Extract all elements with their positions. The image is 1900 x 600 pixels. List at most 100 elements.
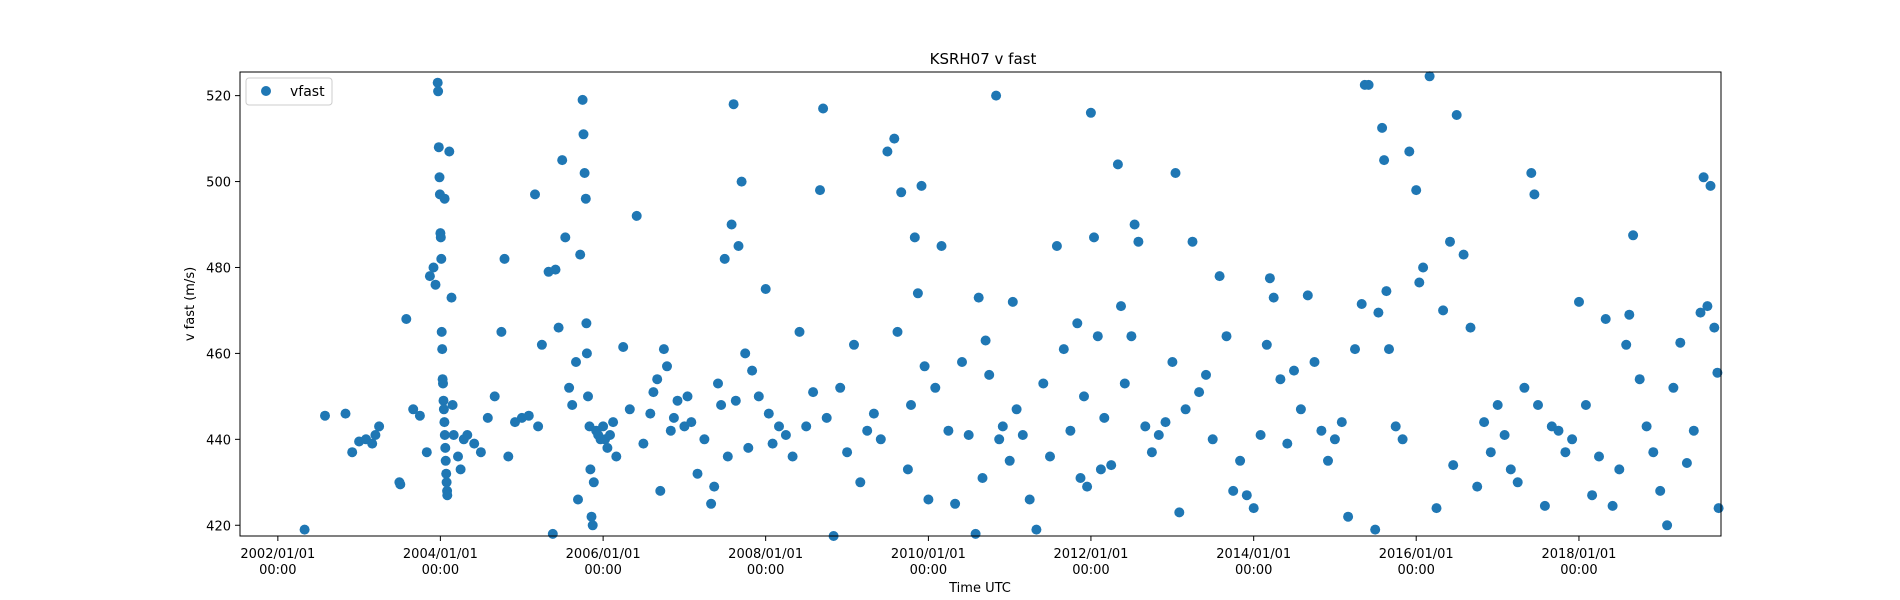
data-point xyxy=(1363,79,1374,90)
data-point xyxy=(550,264,561,275)
x-tick-label: 2008/01/01 xyxy=(728,547,803,562)
data-point xyxy=(441,477,452,488)
data-point xyxy=(1458,249,1469,260)
data-point xyxy=(1235,455,1246,466)
data-point xyxy=(1153,430,1164,440)
data-point xyxy=(1045,451,1055,462)
y-tick-label: 500 xyxy=(206,176,231,191)
data-point xyxy=(706,498,717,509)
legend-marker-vfast xyxy=(261,86,271,96)
data-point xyxy=(713,378,723,389)
data-point xyxy=(583,391,593,402)
data-point xyxy=(395,479,406,490)
data-point xyxy=(794,326,805,337)
data-point xyxy=(440,455,451,466)
data-point xyxy=(753,391,764,402)
data-point xyxy=(1641,421,1652,432)
data-point xyxy=(401,314,412,324)
data-point xyxy=(421,447,432,458)
data-point xyxy=(733,241,744,251)
data-point xyxy=(950,498,961,509)
data-point xyxy=(652,374,663,385)
data-point xyxy=(1092,331,1103,342)
data-point xyxy=(1082,481,1093,492)
data-point xyxy=(1445,236,1455,247)
data-point xyxy=(299,524,310,535)
data-point xyxy=(1095,464,1106,475)
data-point xyxy=(564,382,575,393)
data-point xyxy=(1031,524,1042,535)
data-point xyxy=(728,99,739,110)
data-point xyxy=(875,434,886,445)
legend[interactable]: vfast xyxy=(245,77,333,106)
x-tick-label: 2010/01/01 xyxy=(891,547,966,562)
data-point xyxy=(581,318,592,329)
data-point xyxy=(577,94,588,105)
data-point xyxy=(692,468,703,479)
data-point xyxy=(587,520,598,531)
y-tick-label: 480 xyxy=(206,261,231,276)
data-point xyxy=(760,284,771,294)
data-point xyxy=(1418,262,1429,273)
data-point xyxy=(1485,447,1496,458)
data-point xyxy=(578,129,589,140)
data-point xyxy=(1264,273,1275,284)
data-point xyxy=(808,387,819,398)
data-point xyxy=(503,451,514,462)
data-point xyxy=(740,348,751,359)
data-point xyxy=(482,412,493,423)
data-point xyxy=(682,391,693,402)
data-point xyxy=(686,417,697,428)
data-point xyxy=(1187,236,1198,247)
data-point xyxy=(1140,421,1151,432)
data-point xyxy=(1356,299,1367,309)
data-point xyxy=(638,438,649,449)
data-point xyxy=(1129,219,1140,230)
data-point xyxy=(489,391,500,402)
chart-title: KSRH07 v fast xyxy=(930,50,1037,68)
data-point xyxy=(1472,481,1483,492)
x-tick-label-time: 00:00 xyxy=(747,563,784,578)
data-point xyxy=(970,528,981,539)
data-point xyxy=(618,342,629,352)
data-point xyxy=(608,417,619,428)
data-point xyxy=(1106,460,1117,471)
data-point xyxy=(1146,447,1157,458)
data-point xyxy=(868,408,879,419)
x-tick-label: 2004/01/01 xyxy=(403,547,478,562)
x-tick-label: 2016/01/01 xyxy=(1379,547,1454,562)
data-point xyxy=(1648,447,1659,458)
data-point xyxy=(437,344,448,355)
data-point xyxy=(1414,277,1425,288)
data-point xyxy=(1099,412,1110,423)
y-axis-ticks: 420 440 460 480 500 520 xyxy=(206,90,240,534)
data-point xyxy=(1089,232,1099,243)
data-point xyxy=(736,176,747,187)
data-point xyxy=(801,421,812,432)
data-point xyxy=(936,241,947,251)
data-point xyxy=(1492,400,1503,410)
data-point xyxy=(414,410,425,421)
data-point xyxy=(902,464,913,475)
data-point xyxy=(1411,185,1422,196)
data-point xyxy=(433,142,444,153)
y-tick-label: 460 xyxy=(206,347,231,362)
data-point xyxy=(658,344,669,355)
data-point xyxy=(439,417,450,428)
data-point xyxy=(889,133,900,144)
data-point xyxy=(930,382,941,393)
data-point xyxy=(1248,503,1259,514)
data-point xyxy=(709,481,720,492)
data-point xyxy=(1448,460,1459,471)
data-point xyxy=(1201,369,1211,380)
data-point xyxy=(602,442,613,453)
data-point xyxy=(530,189,540,200)
data-point xyxy=(1004,455,1015,466)
data-point xyxy=(1390,421,1401,432)
data-point xyxy=(662,361,672,372)
data-point xyxy=(896,187,907,198)
data-point xyxy=(862,425,873,436)
data-point xyxy=(448,430,459,440)
data-point xyxy=(1499,430,1510,440)
data-point xyxy=(699,434,710,445)
